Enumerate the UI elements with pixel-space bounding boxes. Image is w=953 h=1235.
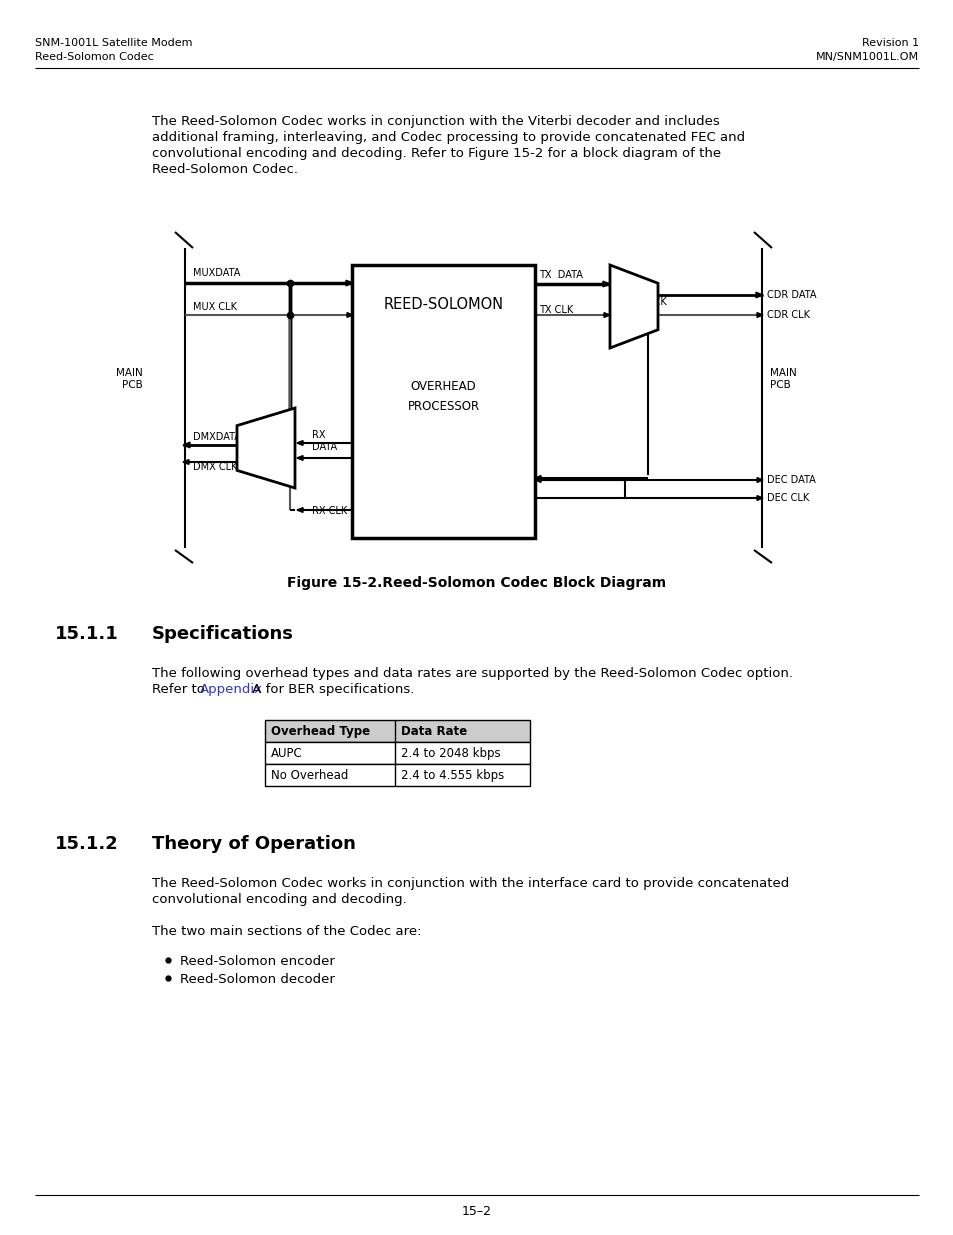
Text: REED-SOLOMON: REED-SOLOMON: [383, 296, 503, 312]
Polygon shape: [296, 508, 303, 513]
Text: Reed-Solomon Codec: Reed-Solomon Codec: [35, 52, 153, 62]
Polygon shape: [757, 495, 762, 500]
Text: Theory of Operation: Theory of Operation: [152, 835, 355, 853]
Text: MUX: MUX: [240, 450, 262, 459]
Text: TX  DATA: TX DATA: [538, 270, 582, 280]
Text: DEC CLK: DEC CLK: [766, 493, 808, 503]
Polygon shape: [755, 293, 762, 298]
Text: MAIN: MAIN: [116, 368, 143, 378]
Text: 15–2: 15–2: [461, 1205, 492, 1218]
Text: LOOPBACK: LOOPBACK: [240, 437, 293, 447]
Text: Refer to: Refer to: [152, 683, 209, 697]
Text: Revision 1: Revision 1: [861, 38, 918, 48]
Text: RX CLK: RX CLK: [312, 506, 347, 516]
Polygon shape: [183, 459, 189, 464]
Text: Specifications: Specifications: [152, 625, 294, 643]
Bar: [352, 266, 535, 538]
Polygon shape: [183, 442, 190, 448]
Polygon shape: [535, 478, 540, 483]
Text: The Reed-Solomon Codec works in conjunction with the Viterbi decoder and include: The Reed-Solomon Codec works in conjunct…: [152, 115, 719, 128]
Polygon shape: [296, 456, 303, 461]
Text: convolutional encoding and decoding.: convolutional encoding and decoding.: [152, 893, 406, 906]
Text: additional framing, interleaving, and Codec processing to provide concatenated F: additional framing, interleaving, and Co…: [152, 131, 744, 144]
Text: PCB: PCB: [122, 380, 143, 390]
Polygon shape: [535, 475, 540, 480]
Text: TX CLK: TX CLK: [538, 305, 573, 315]
Polygon shape: [346, 280, 353, 285]
Text: PROCESSOR: PROCESSOR: [407, 400, 479, 412]
Polygon shape: [757, 478, 762, 483]
Text: DEC DATA: DEC DATA: [766, 475, 815, 485]
Text: DMX CLK: DMX CLK: [193, 462, 237, 472]
Text: MUXDATA: MUXDATA: [193, 268, 240, 278]
Text: Appendix: Appendix: [200, 683, 263, 697]
Text: AUPC: AUPC: [271, 747, 302, 760]
Polygon shape: [236, 408, 294, 488]
Text: No Overhead: No Overhead: [271, 769, 348, 782]
Text: 15.1.1: 15.1.1: [55, 625, 118, 643]
Text: OVERHEAD: OVERHEAD: [410, 380, 476, 393]
Polygon shape: [347, 312, 353, 317]
Text: PCB: PCB: [769, 380, 790, 390]
Text: MAIN: MAIN: [769, 368, 796, 378]
Text: The two main sections of the Codec are:: The two main sections of the Codec are:: [152, 925, 421, 939]
Text: The Reed-Solomon Codec works in conjunction with the interface card to provide c: The Reed-Solomon Codec works in conjunct…: [152, 877, 788, 890]
Polygon shape: [296, 441, 303, 446]
Text: LOOPBACK: LOOPBACK: [614, 296, 666, 308]
Polygon shape: [602, 282, 609, 287]
Text: DATA: DATA: [312, 442, 336, 452]
Bar: [265, 742, 530, 764]
Text: The following overhead types and data rates are supported by the Reed-Solomon Co: The following overhead types and data ra…: [152, 667, 792, 680]
Bar: [265, 764, 530, 785]
Text: MUX: MUX: [614, 309, 636, 319]
Text: Reed-Solomon decoder: Reed-Solomon decoder: [180, 973, 335, 986]
Polygon shape: [757, 312, 762, 317]
Polygon shape: [609, 266, 658, 348]
Text: 2.4 to 2048 kbps: 2.4 to 2048 kbps: [400, 747, 500, 760]
Text: CDR CLK: CDR CLK: [766, 310, 809, 320]
Text: DMXDATA: DMXDATA: [193, 432, 240, 442]
Text: SNM-1001L Satellite Modem: SNM-1001L Satellite Modem: [35, 38, 193, 48]
Text: Overhead Type: Overhead Type: [271, 725, 370, 739]
Polygon shape: [603, 312, 609, 317]
Text: Reed-Solomon Codec.: Reed-Solomon Codec.: [152, 163, 297, 177]
Text: Figure 15-2.Reed-Solomon Codec Block Diagram: Figure 15-2.Reed-Solomon Codec Block Dia…: [287, 576, 666, 590]
Bar: [265, 720, 530, 742]
Text: 2.4 to 4.555 kbps: 2.4 to 4.555 kbps: [400, 769, 504, 782]
Text: CDR DATA: CDR DATA: [766, 290, 816, 300]
Text: convolutional encoding and decoding. Refer to Figure 15-2 for a block diagram of: convolutional encoding and decoding. Ref…: [152, 147, 720, 161]
Text: RX: RX: [312, 430, 325, 440]
Text: MUX CLK: MUX CLK: [193, 303, 236, 312]
Text: MN/SNM1001L.OM: MN/SNM1001L.OM: [815, 52, 918, 62]
Text: Data Rate: Data Rate: [400, 725, 467, 739]
Text: Reed-Solomon encoder: Reed-Solomon encoder: [180, 955, 335, 968]
Text: A for BER specifications.: A for BER specifications.: [248, 683, 414, 697]
Text: 15.1.2: 15.1.2: [55, 835, 118, 853]
